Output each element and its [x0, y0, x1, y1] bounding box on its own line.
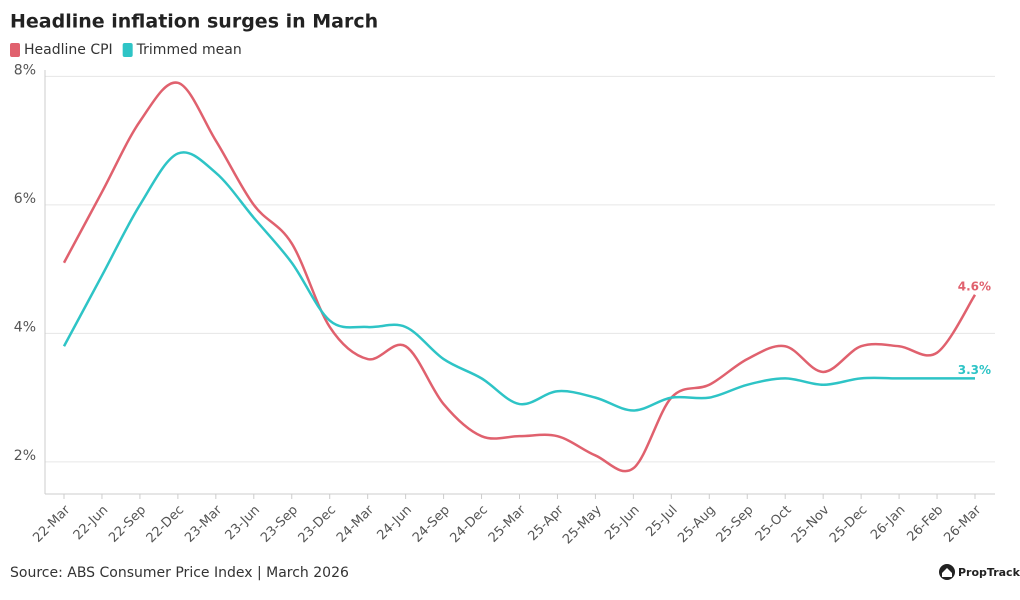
- x-tick-label: 22-Mar: [30, 502, 73, 545]
- value-label: 4.6%: [958, 279, 991, 293]
- x-tick-label: 25-Jun: [602, 503, 643, 544]
- x-tick-label: 24-Sep: [410, 503, 453, 546]
- x-tick-label: 25-Sep: [714, 503, 757, 546]
- series-line: [62, 151, 975, 412]
- x-tick-label: 22-Jun: [71, 503, 112, 544]
- x-tick-label: 25-May: [560, 502, 605, 547]
- x-tick-label: 23-Jun: [223, 503, 264, 544]
- x-tick-label: 24-Jun: [374, 503, 415, 544]
- chart-title: Headline inflation surges in March: [10, 11, 378, 33]
- y-tick-label: 4%: [14, 319, 36, 335]
- brand-icon-house: [942, 568, 952, 577]
- x-tick-label: 23-Sep: [258, 503, 301, 546]
- y-tick-label: 8%: [14, 62, 36, 78]
- legend-swatch: [122, 43, 133, 57]
- x-tick-label: 25-Nov: [789, 502, 833, 546]
- x-tick-label: 25-Oct: [753, 503, 795, 545]
- x-tick-label: 23-Mar: [182, 502, 225, 545]
- y-tick-label: 6%: [14, 191, 36, 207]
- brand: PropTrack: [958, 566, 1020, 579]
- x-tick-label: 26-Jan: [868, 503, 908, 543]
- x-tick-label: 22-Sep: [106, 503, 149, 546]
- y-tick-label: 2%: [14, 448, 36, 464]
- value-label: 3.3%: [958, 363, 991, 377]
- x-tick-label: 24-Dec: [447, 503, 490, 546]
- x-tick-label: 25-Aug: [675, 503, 718, 546]
- legend-label: Headline CPI: [24, 42, 113, 58]
- x-tick-label: 26-Feb: [904, 503, 946, 545]
- x-tick-label: 25-Dec: [827, 503, 870, 546]
- x-tick-label: 24-Mar: [334, 502, 377, 545]
- series-line: [62, 81, 977, 473]
- x-tick-label: 26-Mar: [941, 502, 984, 545]
- x-tick-label: 22-Dec: [144, 503, 187, 546]
- x-tick-label: 25-Mar: [486, 502, 529, 545]
- source: Source: ABS Consumer Price Index | March…: [10, 565, 349, 581]
- legend-swatch: [10, 43, 20, 57]
- x-tick-label: 23-Dec: [296, 503, 339, 546]
- legend-label: Trimmed mean: [136, 42, 242, 58]
